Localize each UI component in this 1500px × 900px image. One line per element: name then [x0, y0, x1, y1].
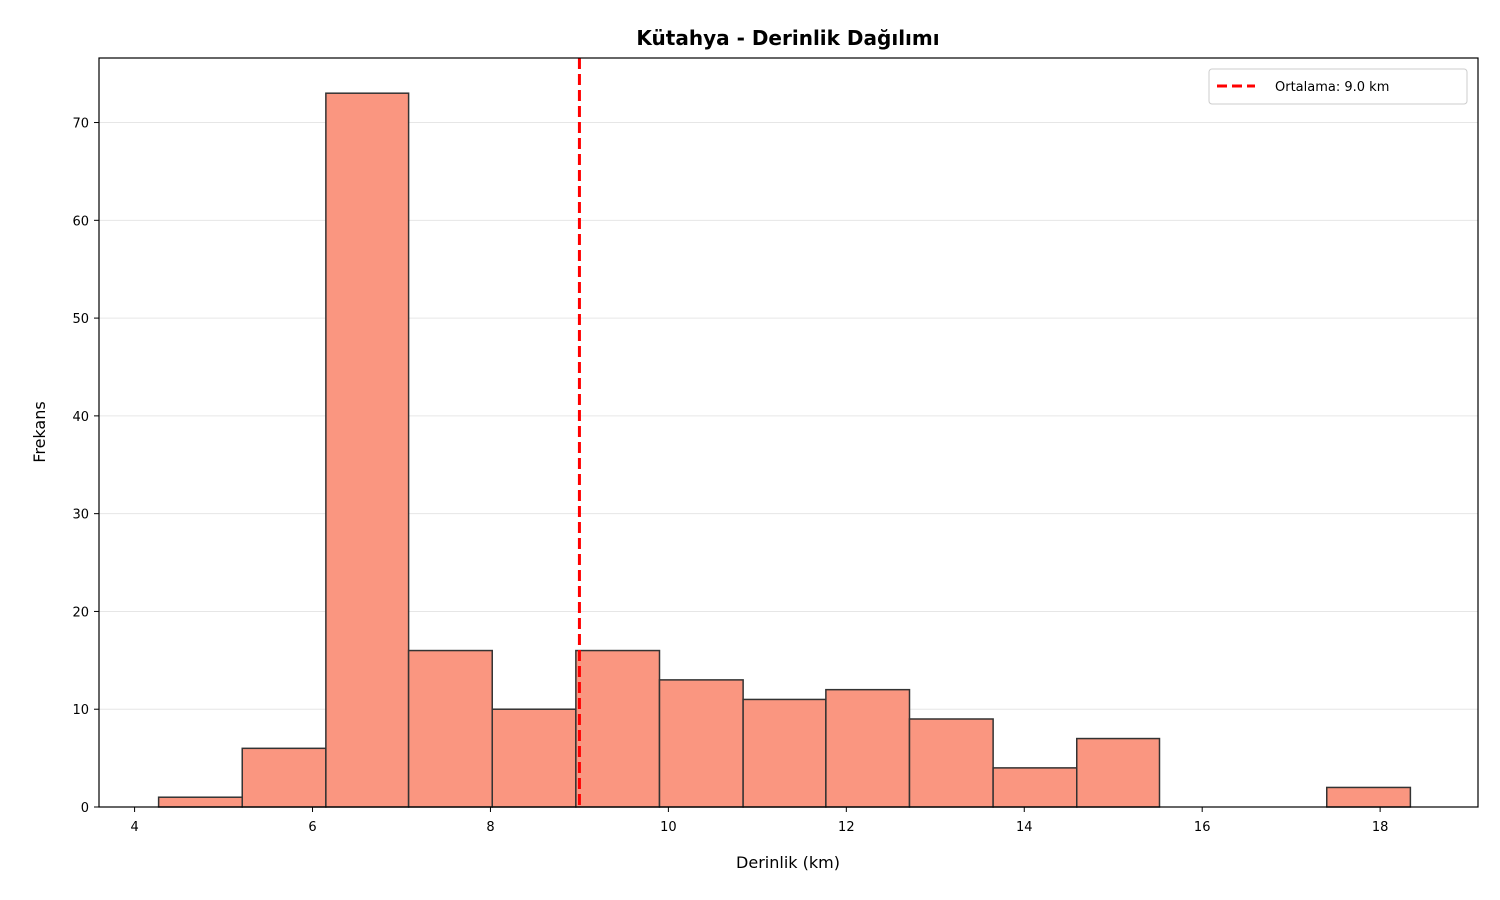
- chart-title: Kütahya - Derinlik Dağılımı: [636, 26, 939, 50]
- histogram-bar: [407, 649, 493, 808]
- histogram-bar: [992, 767, 1078, 808]
- x-tick-label: 18: [1372, 820, 1389, 835]
- plot-frame: [98, 57, 1479, 808]
- y-tick-label: 40: [72, 410, 89, 425]
- x-tick-label: 14: [1016, 820, 1033, 835]
- histogram-bar: [241, 747, 327, 808]
- histogram-bar: [325, 92, 410, 808]
- histogram-bar: [908, 718, 994, 808]
- y-axis-label: Frekans: [30, 401, 49, 462]
- x-tick-label: 10: [660, 820, 677, 835]
- x-axis-ticks: 4 6 8 10 12 14 16 18: [130, 807, 1388, 835]
- legend-box: [1208, 68, 1468, 105]
- y-tick-label: 20: [72, 605, 89, 620]
- y-axis-ticks: 0 10 20 30 40 50 60 70: [72, 117, 99, 816]
- x-tick-label: 16: [1194, 820, 1211, 835]
- y-tick-label: 10: [72, 703, 89, 718]
- legend-label: Ortalama: 9.0 km: [1275, 80, 1389, 95]
- histogram-bar: [157, 796, 243, 808]
- histogram-bars: [157, 92, 1412, 808]
- histogram-bar: [658, 679, 744, 808]
- x-tick-label: 12: [838, 820, 855, 835]
- y-tick-label: 60: [72, 214, 89, 229]
- histogram-bar: [825, 688, 911, 808]
- histogram-bar: [1326, 786, 1412, 808]
- histogram-bar: [1076, 737, 1161, 808]
- legend: Ortalama: 9.0 km: [1208, 68, 1468, 105]
- y-tick-label: 50: [72, 312, 89, 327]
- y-tick-label: 0: [81, 801, 89, 816]
- y-tick-label: 30: [72, 508, 89, 523]
- x-axis-label: Derinlik (km): [736, 853, 840, 872]
- y-tick-label: 70: [72, 117, 89, 132]
- histogram-bar: [491, 708, 577, 808]
- histogram-bar: [575, 649, 661, 808]
- x-tick-label: 8: [486, 820, 494, 835]
- histogram-bar: [742, 698, 827, 808]
- x-tick-label: 4: [130, 820, 138, 835]
- x-tick-label: 6: [308, 820, 316, 835]
